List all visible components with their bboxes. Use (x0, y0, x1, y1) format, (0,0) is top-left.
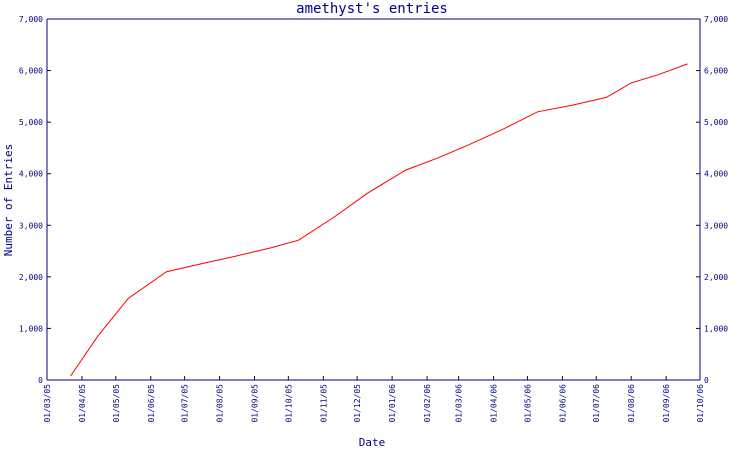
series-line (70, 63, 688, 377)
y-tick-label-right: 6,000 (704, 67, 728, 76)
x-tick-label: 01/06/05 (147, 384, 156, 423)
y-tick-label-right: 7,000 (704, 15, 728, 24)
y-tick-label-left: 7,000 (19, 15, 43, 24)
x-tick-label: 01/03/05 (43, 384, 52, 423)
y-tick-label-left: 1,000 (19, 324, 43, 333)
y-ticks: 0 0 1,000 1,000 2,000 2,000 3,000 3,000 4,000 4,0… (19, 15, 728, 385)
chart-title: amethyst's entries (296, 1, 448, 17)
x-tick-label: 01/06/06 (558, 384, 567, 423)
y-tick-label-right: 2,000 (704, 273, 728, 282)
y-tick-label-left: 5,000 (19, 118, 43, 127)
y-tick-label-right: 4,000 (704, 170, 728, 179)
y-tick-label-left: 6,000 (19, 67, 43, 76)
y-tick-label-right: 3,000 (704, 221, 728, 230)
series-layer (70, 63, 688, 377)
x-tick-label: 01/04/06 (490, 384, 499, 423)
y-tick-label-left: 4,000 (19, 170, 43, 179)
y-tick-label-left: 2,000 (19, 273, 43, 282)
x-tick-label: 01/10/06 (696, 384, 705, 423)
x-tick-label: 01/07/05 (181, 384, 190, 423)
x-axis-label: Date (359, 436, 386, 449)
y-tick-label-right: 5,000 (704, 118, 728, 127)
x-tick-label: 01/03/06 (455, 384, 464, 423)
x-tick-label: 01/09/05 (251, 384, 260, 423)
y-axis-label: Number of Entries (2, 144, 15, 257)
x-tick-label: 01/10/05 (284, 384, 293, 423)
x-tick-label: 01/02/06 (423, 384, 432, 423)
x-tick-label: 01/05/05 (112, 384, 121, 423)
x-tick-label: 01/01/06 (388, 384, 397, 423)
x-tick-label: 01/07/06 (592, 384, 601, 423)
x-ticks: 01/03/05 01/04/05 01/05/05 01/06/05 01/07/05… (43, 376, 705, 423)
x-tick-label: 01/11/05 (319, 384, 328, 423)
y-tick-label-right: 1,000 (704, 324, 728, 333)
x-tick-label: 01/05/06 (523, 384, 532, 423)
y-tick-label-left: 0 (38, 376, 43, 385)
x-tick-label: 01/08/06 (627, 384, 636, 423)
x-tick-label: 01/09/06 (662, 384, 671, 423)
y-tick-label-left: 3,000 (19, 221, 43, 230)
x-tick-label: 01/08/05 (216, 384, 225, 423)
y-tick-label-right: 0 (704, 376, 709, 385)
x-tick-label: 01/12/05 (353, 384, 362, 423)
x-tick-label: 01/04/05 (78, 384, 87, 423)
